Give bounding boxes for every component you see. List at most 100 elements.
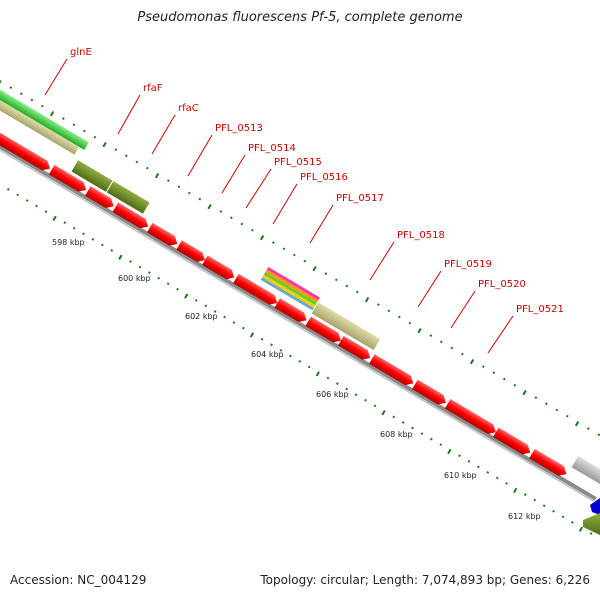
tick-mark — [82, 232, 85, 236]
cds-arrow[interactable] — [305, 316, 343, 346]
tick-mark — [25, 199, 29, 202]
tick-mark — [288, 354, 292, 358]
tick-mark — [219, 210, 223, 213]
tick-mark — [30, 98, 34, 102]
tick-mark — [292, 253, 296, 257]
tick-mark — [229, 216, 233, 220]
tick-mark — [492, 371, 496, 375]
gene-label[interactable]: PFL_0513 — [215, 123, 263, 134]
feature-gene-glnE[interactable] — [0, 92, 80, 155]
gene-label[interactable]: PFL_0515 — [274, 157, 322, 168]
tick-mark — [312, 266, 317, 272]
tick-mark — [49, 111, 55, 117]
cds-arrow[interactable] — [85, 186, 116, 211]
tick-mark — [450, 346, 454, 350]
tick-mark — [0, 80, 2, 86]
gene-label[interactable]: PFL_0519 — [444, 259, 492, 270]
tick-mark — [154, 173, 160, 179]
tick-mark — [334, 278, 338, 282]
tick-mark — [381, 410, 386, 416]
tick-mark — [486, 471, 490, 474]
gene-label[interactable]: rfaC — [178, 103, 199, 114]
scale-label: 604 kbp — [251, 350, 284, 359]
cds-arrow[interactable] — [529, 448, 569, 479]
tick-mark — [124, 154, 128, 158]
gene-leader-line — [450, 290, 476, 329]
tick-mark — [145, 166, 149, 170]
tick-mark — [270, 343, 273, 347]
feature-gene-green[interactable] — [0, 85, 89, 150]
cds-arrow[interactable] — [338, 335, 373, 363]
cds-arrow[interactable] — [0, 117, 53, 173]
tick-mark — [303, 259, 307, 263]
tick-mark — [129, 260, 132, 263]
tick-mark — [534, 396, 538, 399]
feature-gene-rfaF[interactable] — [71, 160, 113, 192]
gene-label[interactable]: rfaF — [143, 83, 163, 94]
feature-gene-blue[interactable] — [590, 498, 600, 515]
gene-leader-line — [221, 154, 246, 194]
tick-mark — [376, 303, 380, 306]
cds-arrow[interactable] — [202, 255, 237, 282]
tick-mark — [100, 243, 104, 247]
tick-mark — [260, 337, 264, 341]
feature-multi-stripe[interactable] — [260, 266, 320, 311]
tick-mark — [355, 290, 359, 294]
scale-label: 608 kbp — [380, 430, 413, 439]
cds-arrow[interactable] — [369, 354, 416, 388]
gene-leader-line — [417, 270, 442, 308]
gene-label[interactable]: glnE — [70, 47, 92, 58]
cds-arrow[interactable] — [147, 222, 180, 249]
gene-label[interactable]: PFL_0517 — [336, 193, 384, 204]
cds-arrow[interactable] — [274, 298, 309, 325]
cds-arrow[interactable] — [233, 273, 280, 308]
cds-arrow[interactable] — [444, 399, 499, 437]
feature-gene-PFL_0518[interactable] — [311, 302, 381, 351]
gene-label[interactable]: PFL_0516 — [300, 172, 348, 183]
tick-mark — [544, 402, 548, 406]
cds-arrow[interactable] — [176, 240, 207, 265]
feature-gene-rfaC[interactable] — [106, 181, 150, 214]
tick-mark — [282, 247, 286, 251]
tick-mark — [420, 432, 424, 435]
tick-mark — [93, 135, 97, 139]
tick-mark — [157, 276, 161, 280]
gene-leader-line — [151, 114, 176, 155]
tick-mark — [315, 371, 320, 377]
tick-mark — [166, 179, 170, 182]
cds-arrow[interactable] — [48, 164, 89, 195]
gene-label[interactable]: PFL_0514 — [248, 143, 296, 154]
tick-mark — [392, 415, 396, 419]
tick-mark — [52, 215, 57, 222]
tick-mark — [326, 376, 330, 380]
tick-mark — [307, 365, 311, 369]
tick-mark — [240, 222, 244, 226]
tick-mark — [147, 271, 151, 274]
tick-mark — [184, 293, 189, 299]
cds-arrow[interactable] — [112, 202, 151, 232]
gene-label[interactable]: PFL_0518 — [397, 230, 445, 241]
gene-leader-line — [187, 134, 213, 177]
tick-mark — [232, 321, 236, 324]
feature-gene-olive-bottom[interactable] — [583, 513, 600, 535]
feature-track — [0, 85, 600, 488]
tick-mark — [259, 235, 265, 241]
tick-mark — [429, 437, 433, 441]
map-title: Pseudomonas fluorescens Pf-5, complete g… — [137, 10, 463, 25]
tick-mark — [345, 387, 349, 391]
gene-label[interactable]: PFL_0521 — [516, 304, 564, 315]
gene-leader-line — [117, 94, 141, 135]
gene-leader-line — [309, 204, 334, 244]
tick-mark — [578, 526, 584, 532]
tick-mark — [523, 493, 527, 496]
tick-mark — [570, 521, 574, 524]
tick-mark — [335, 382, 339, 385]
cds-arrow[interactable] — [493, 427, 533, 458]
cds-arrow[interactable] — [412, 379, 449, 408]
tick-mark — [166, 282, 170, 286]
cds-arrow-group — [0, 117, 569, 479]
tick-mark — [135, 160, 139, 164]
gene-label[interactable]: PFL_0520 — [478, 279, 526, 290]
tick-mark — [354, 393, 358, 397]
feature-gene-gray[interactable] — [571, 456, 600, 488]
